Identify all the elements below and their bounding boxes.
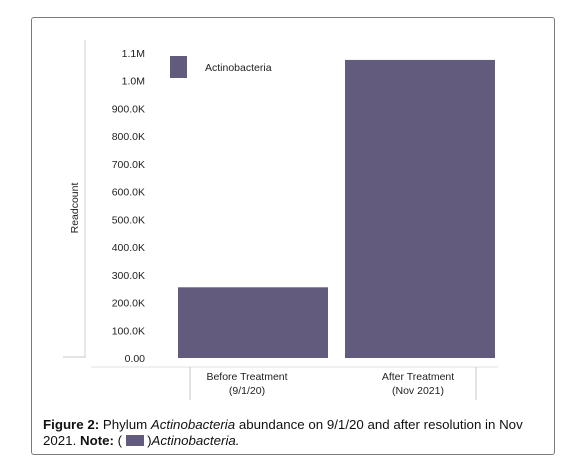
note-label: Note:: [79, 433, 114, 448]
bars: [178, 59, 495, 358]
y-tick-labels: 0.00 100.0K 200.0K 300.0K 400.0K 500.0K 600.0K…: [112, 48, 145, 365]
bar-2: [345, 59, 495, 358]
category-label: Before Treatment: [206, 371, 287, 383]
y-tick-label: 800.0K: [112, 131, 145, 143]
y-tick-label: 1.0M: [122, 76, 145, 88]
category-sublabel: (Nov 2021): [392, 385, 444, 397]
note-open: (: [113, 433, 123, 448]
y-tick-label: 1.1M: [122, 48, 145, 60]
caption-text-1: Phylum: [99, 417, 151, 432]
y-tick-label: 900.0K: [112, 103, 145, 115]
legend-label: Actinobacteria: [205, 62, 272, 74]
category-sublabel: (9/1/20): [229, 385, 265, 397]
y-tick-label: 200.0K: [112, 298, 145, 310]
legend-swatch: [170, 56, 187, 78]
y-tick-label: 400.0K: [112, 242, 145, 254]
category-labels: Before Treatment (9/1/20) After Treatment (…: [206, 371, 454, 397]
caption-text-2: abundance on 9/1/20 and after resolution…: [43, 417, 523, 448]
caption-swatch: [126, 435, 145, 446]
caption-italic-term: Actinobacteria: [150, 417, 236, 432]
bar-1: [178, 287, 328, 358]
y-tick-label: 0.00: [125, 353, 146, 365]
figure-caption: Figure 2: Phylum Actinobacteria abundanc…: [43, 417, 548, 449]
figure-label: Figure 2:: [43, 417, 100, 432]
y-tick-label: 500.0K: [112, 214, 145, 226]
y-tick-label: 100.0K: [112, 325, 145, 337]
y-tick-label: 600.0K: [112, 187, 145, 199]
category-label: After Treatment: [382, 371, 454, 383]
y-tick-label: 700.0K: [112, 159, 145, 171]
y-tick-label: 300.0K: [112, 270, 145, 282]
y-axis-label: Readcount: [69, 183, 81, 234]
note-term: Actinobacteria.: [151, 433, 240, 448]
note-close: ): [147, 433, 152, 448]
